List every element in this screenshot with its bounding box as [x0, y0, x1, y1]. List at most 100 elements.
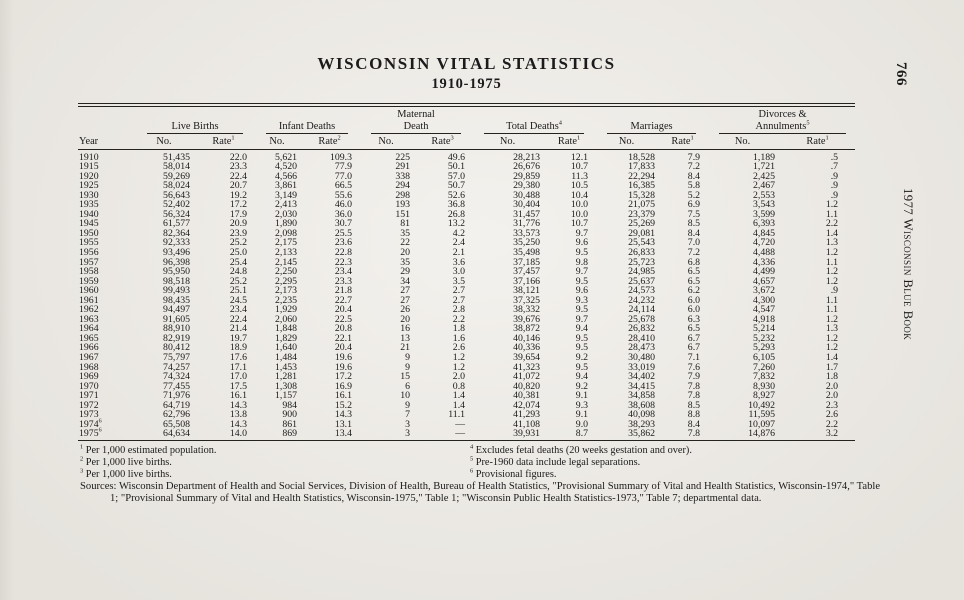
value-cell: 81	[400, 218, 411, 230]
value-cell: 35	[400, 256, 411, 268]
value-cell: 9.3	[575, 294, 589, 306]
value-cell: 91,605	[163, 313, 190, 325]
value-cell: 94,497	[163, 304, 190, 316]
year-cell: 1930	[79, 189, 99, 201]
year-group-spacer	[78, 108, 133, 134]
value-cell: 1.1	[825, 294, 839, 306]
value-cell: 1.6	[452, 332, 466, 344]
value-cell: 5,293	[753, 342, 776, 354]
value-cell: 65,508	[163, 418, 190, 430]
table-body: 1910 51,435 22.0 5,621 109.3 225 49.6 28,213 12.…	[78, 150, 855, 439]
group-live-births: Live Births	[133, 108, 252, 134]
live-births-no-header: No.	[133, 134, 195, 150]
value-cell: 17.2	[229, 199, 248, 211]
value-cell: 31,776	[513, 218, 541, 230]
year-cell: 1970	[79, 380, 99, 392]
value-cell: 17.2	[334, 371, 353, 383]
value-cell: 1.7	[825, 361, 839, 373]
value-cell: 2,173	[274, 285, 298, 297]
table-top-double-rule	[78, 103, 855, 107]
value-cell: 50.7	[447, 180, 466, 192]
value-cell: 25.2	[229, 275, 248, 287]
value-cell: 16,385	[628, 180, 656, 192]
value-cell: 7.8	[687, 380, 701, 392]
value-cell: 1.4	[825, 351, 839, 363]
value-cell: 77,455	[163, 380, 190, 392]
table-row: 1915 58,014 23.3 4,520 77.9 291 50.1 26,676 10.7…	[78, 162, 855, 172]
value-cell: 28,473	[628, 342, 656, 354]
value-cell: 77.9	[334, 161, 353, 173]
value-cell: 39,931	[513, 428, 541, 440]
value-cell: 23,379	[628, 208, 656, 220]
table-row: 1963 91,605 22.4 2,060 22.5 20 2.2 39,676 9.7 25,…	[78, 315, 855, 325]
year-cell: 1920	[79, 170, 99, 182]
value-cell: 30,404	[513, 199, 541, 211]
value-cell: 1.2	[825, 275, 839, 287]
value-cell: .9	[830, 189, 839, 201]
value-cell: 1.3	[825, 323, 839, 335]
year-cell: 1961	[79, 294, 99, 306]
value-cell: 37,457	[513, 266, 541, 278]
value-cell: 9.7	[575, 227, 589, 239]
value-cell: 13.4	[334, 428, 353, 440]
table-row: 1925 58,024 20.7 3,861 66.5 294 50.7 29,380 10.5…	[78, 181, 855, 191]
value-cell: 28,410	[628, 332, 656, 344]
value-cell: 39,676	[513, 313, 541, 325]
value-cell: 2,553	[753, 189, 776, 201]
value-cell: 7.2	[687, 161, 701, 173]
value-cell: 25,723	[628, 256, 656, 268]
value-cell: 23.4	[229, 304, 248, 316]
value-cell: 6,393	[753, 218, 776, 230]
value-cell: .7	[830, 161, 839, 173]
value-cell: 7,260	[753, 361, 776, 373]
value-cell: 25,637	[628, 275, 656, 287]
year-cell: 1950	[79, 227, 99, 239]
table-row: 1940 56,324 17.9 2,030 36.0 151 26.8 31,457 10.0…	[78, 210, 855, 220]
value-cell: 3,599	[753, 208, 776, 220]
value-cell: 9.0	[575, 418, 589, 430]
value-cell: 900	[282, 409, 298, 421]
footnote-3: 3 Per 1,000 live births.	[80, 467, 172, 481]
value-cell: 17.9	[229, 208, 248, 220]
value-cell: 10	[400, 390, 411, 402]
value-cell: .9	[830, 180, 839, 192]
value-cell: 25.4	[229, 256, 248, 268]
value-cell: 9	[405, 399, 411, 411]
value-cell: 33,573	[513, 227, 541, 239]
value-cell: 13.1	[334, 418, 353, 430]
sub-header-row: Year No. Rate1 No. Rate2 No. Rate3 No. R…	[78, 134, 856, 150]
year-cell: 1940	[79, 208, 99, 220]
value-cell: 36.8	[447, 199, 466, 211]
value-cell: 338	[395, 170, 411, 182]
table-row: 1964 88,910 21.4 1,848 20.8 16 1.8 38,872 9.4 26,…	[78, 324, 855, 334]
value-cell: 7.6	[687, 361, 701, 373]
value-cell: 9.8	[575, 256, 589, 268]
total-deaths-no-header: No.	[470, 134, 546, 150]
value-cell: 291	[395, 161, 411, 173]
value-cell: 29,380	[513, 180, 541, 192]
value-cell: 1.2	[825, 266, 839, 278]
value-cell: 6.7	[687, 342, 701, 354]
value-cell: 66.5	[334, 180, 353, 192]
value-cell: 41,293	[513, 409, 541, 421]
table-row: 1968 74,257 17.1 1,453 19.6 9 1.2 41,323 9.5 33,0…	[78, 361, 855, 373]
value-cell: 4,499	[753, 266, 776, 278]
value-cell: 8,930	[753, 380, 776, 392]
value-cell: 8.4	[687, 418, 701, 430]
value-cell: 82,919	[163, 332, 190, 344]
value-cell: 24,114	[628, 304, 656, 316]
value-cell: 77.0	[334, 170, 353, 182]
value-cell: 1.3	[825, 237, 839, 249]
value-cell: 9.5	[575, 332, 589, 344]
value-cell: 9.1	[575, 409, 589, 421]
year-cell: 1935	[79, 199, 99, 211]
value-cell: 8.4	[687, 170, 701, 182]
group-total-deaths: Total Deaths4	[470, 108, 593, 134]
value-cell: 25.5	[334, 227, 353, 239]
value-cell: 38,332	[513, 304, 541, 316]
group-maternal-death: Maternal Death	[357, 108, 470, 134]
value-cell: 6.0	[687, 294, 701, 306]
value-cell: 21	[400, 342, 411, 354]
value-cell: 2,145	[274, 256, 298, 268]
value-cell: 3	[405, 428, 411, 440]
